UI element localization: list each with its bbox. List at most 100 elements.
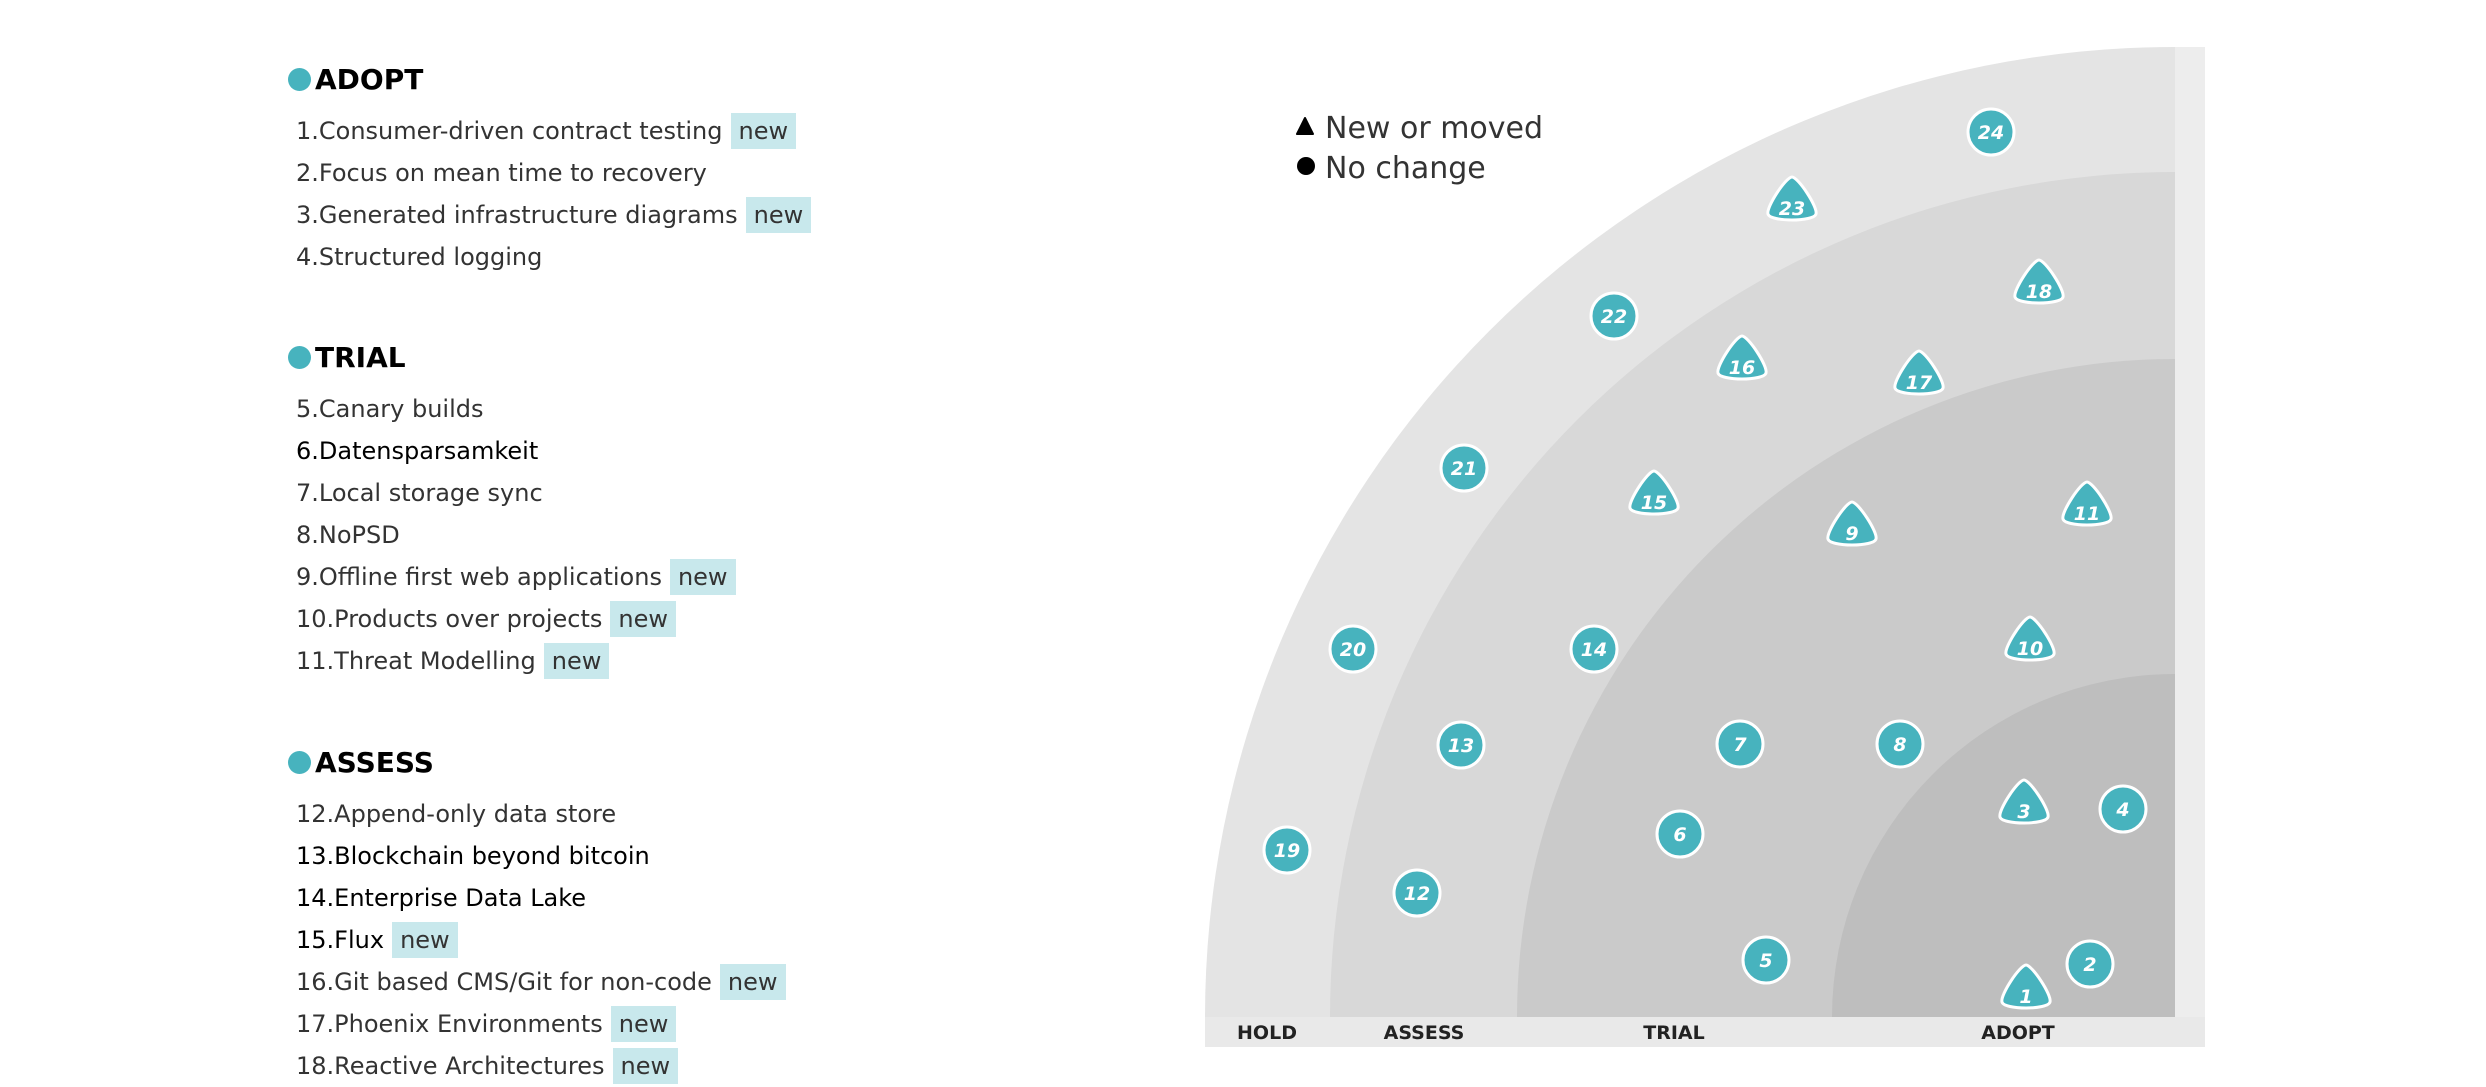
triangle-blip-icon <box>2061 480 2113 527</box>
section-items: 5.Canary builds 6.Datensparsamkeit 7.Loc… <box>286 388 736 682</box>
item-label[interactable]: 13.Blockchain beyond bitcoin <box>296 842 650 870</box>
blip-2[interactable]: 2 <box>2065 939 2115 989</box>
list-item[interactable]: 4.Structured logging <box>296 236 811 278</box>
circle-blip-icon <box>1875 719 1925 769</box>
item-label[interactable]: 12.Append-only data store <box>296 800 617 828</box>
list-item[interactable]: 1.Consumer-driven contract testing new <box>296 110 811 152</box>
blip-number: 11 <box>2074 503 2100 525</box>
new-tag: new <box>610 1006 677 1042</box>
section-title: ADOPT <box>286 58 811 100</box>
blip-5[interactable]: 5 <box>1741 935 1791 985</box>
blip-number: 5 <box>1759 950 1772 972</box>
list-item[interactable]: 8.NoPSD <box>296 514 736 556</box>
circle-blip-icon <box>1655 809 1705 859</box>
blip-17[interactable]: 17 <box>1893 349 1945 396</box>
list-item[interactable]: 7.Local storage sync <box>296 472 736 514</box>
circle-blip-icon <box>1328 624 1378 674</box>
item-label[interactable]: 1.Consumer-driven contract testing <box>296 117 723 145</box>
ring-label-bar <box>1205 1017 2205 1047</box>
list-item[interactable]: 18.Reactive Architectures new <box>296 1045 786 1087</box>
item-label[interactable]: 6.Datensparsamkeit <box>296 437 539 465</box>
blip-number: 16 <box>1729 357 1755 379</box>
item-label[interactable]: 8.NoPSD <box>296 521 400 549</box>
blip-number: 17 <box>1906 372 1933 394</box>
blip-21[interactable]: 21 <box>1439 443 1489 493</box>
blip-1[interactable]: 1 <box>2000 963 2052 1010</box>
blip-7[interactable]: 7 <box>1715 719 1765 769</box>
blip-number: 9 <box>1845 523 1858 545</box>
section-trial: TRIAL 5.Canary builds 6.Datensparsamkeit… <box>286 336 736 682</box>
new-tag: new <box>719 964 786 1000</box>
adopt-dot-icon <box>288 67 311 91</box>
section-title: TRIAL <box>286 336 736 378</box>
list-item[interactable]: 11.Threat Modelling new <box>296 640 736 682</box>
blip-4[interactable]: 4 <box>2098 784 2148 834</box>
item-label[interactable]: 2.Focus on mean time to recovery <box>296 159 707 187</box>
blip-3[interactable]: 3 <box>1998 778 2050 825</box>
blip-number: 24 <box>1978 122 2004 144</box>
circle-blip-icon <box>1439 443 1489 493</box>
blip-9[interactable]: 9 <box>1826 500 1878 547</box>
blip-22[interactable]: 22 <box>1589 291 1639 341</box>
blip-24[interactable]: 24 <box>1966 107 2016 157</box>
triangle-blip-icon <box>1998 778 2050 825</box>
blip-20[interactable]: 20 <box>1328 624 1378 674</box>
item-label[interactable]: 7.Local storage sync <box>296 479 543 507</box>
item-label[interactable]: 10.Products over projects <box>296 605 603 633</box>
new-tag: new <box>669 559 736 595</box>
item-label[interactable]: 16.Git based CMS/Git for non-code <box>296 968 712 996</box>
ring-label-adopt: ADOPT <box>1981 1022 2055 1044</box>
list-item[interactable]: 16.Git based CMS/Git for non-code new <box>296 961 786 1003</box>
blip-11[interactable]: 11 <box>2061 480 2113 527</box>
list-item[interactable]: 2.Focus on mean time to recovery <box>296 152 811 194</box>
blip-14[interactable]: 14 <box>1569 624 1619 674</box>
new-tag: new <box>392 922 458 958</box>
circle-blip-icon <box>2098 784 2148 834</box>
item-label[interactable]: 3.Generated infrastructure diagrams <box>296 201 738 229</box>
item-label[interactable]: 15.Flux <box>296 926 385 954</box>
triangle-blip-icon <box>2000 963 2052 1010</box>
ring-label-trial: TRIAL <box>1643 1022 1704 1044</box>
blip-number: 8 <box>1893 734 1906 756</box>
item-label[interactable]: 9.Offline first web applications <box>296 563 662 591</box>
item-label[interactable]: 17.Phoenix Environments <box>296 1010 603 1038</box>
section-assess: ASSESS 12.Append-only data store 13.Bloc… <box>286 741 786 1087</box>
list-item[interactable]: 12.Append-only data store <box>296 793 786 835</box>
circle-blip-icon <box>1569 624 1619 674</box>
trial-dot-icon <box>288 345 311 369</box>
list-item[interactable]: 15.Flux new <box>296 919 786 961</box>
triangle-blip-icon <box>1893 349 1945 396</box>
blip-number: 21 <box>1451 458 1477 480</box>
blip-8[interactable]: 8 <box>1875 719 1925 769</box>
item-label[interactable]: 11.Threat Modelling <box>296 647 536 675</box>
list-item[interactable]: 14.Enterprise Data Lake <box>296 877 786 919</box>
blip-number: 13 <box>1448 735 1474 757</box>
blip-19[interactable]: 19 <box>1262 825 1312 875</box>
list-item[interactable]: 3.Generated infrastructure diagrams new <box>296 194 812 236</box>
blip-13[interactable]: 13 <box>1436 720 1486 770</box>
blip-18[interactable]: 18 <box>2013 258 2065 305</box>
blip-6[interactable]: 6 <box>1655 809 1705 859</box>
blip-23[interactable]: 23 <box>1766 175 1818 222</box>
blip-12[interactable]: 12 <box>1392 868 1442 918</box>
circle-legend-icon <box>1297 157 1315 175</box>
item-label[interactable]: 14.Enterprise Data Lake <box>296 884 587 912</box>
list-item[interactable]: 6.Datensparsamkeit <box>296 430 736 472</box>
list-item[interactable]: 5.Canary builds <box>296 388 736 430</box>
circle-blip-icon <box>1966 107 2016 157</box>
circle-blip-icon <box>1741 935 1791 985</box>
list-item[interactable]: 10.Products over projects new <box>296 598 736 640</box>
item-label[interactable]: 18.Reactive Architectures <box>296 1052 605 1080</box>
list-item[interactable]: 17.Phoenix Environments new <box>296 1003 786 1045</box>
triangle-blip-icon <box>1766 175 1818 222</box>
circle-blip-icon <box>1436 720 1486 770</box>
ring-adopt <box>1832 674 2175 1017</box>
item-label[interactable]: 4.Structured logging <box>296 243 543 271</box>
blip-15[interactable]: 15 <box>1628 469 1680 516</box>
list-item[interactable]: 9.Offline first web applications new <box>296 556 736 598</box>
list-item[interactable]: 13.Blockchain beyond bitcoin <box>296 835 786 877</box>
item-label[interactable]: 5.Canary builds <box>296 395 484 423</box>
blip-number: 10 <box>2017 638 2043 660</box>
blip-10[interactable]: 10 <box>2004 615 2056 662</box>
blip-16[interactable]: 16 <box>1716 334 1768 381</box>
